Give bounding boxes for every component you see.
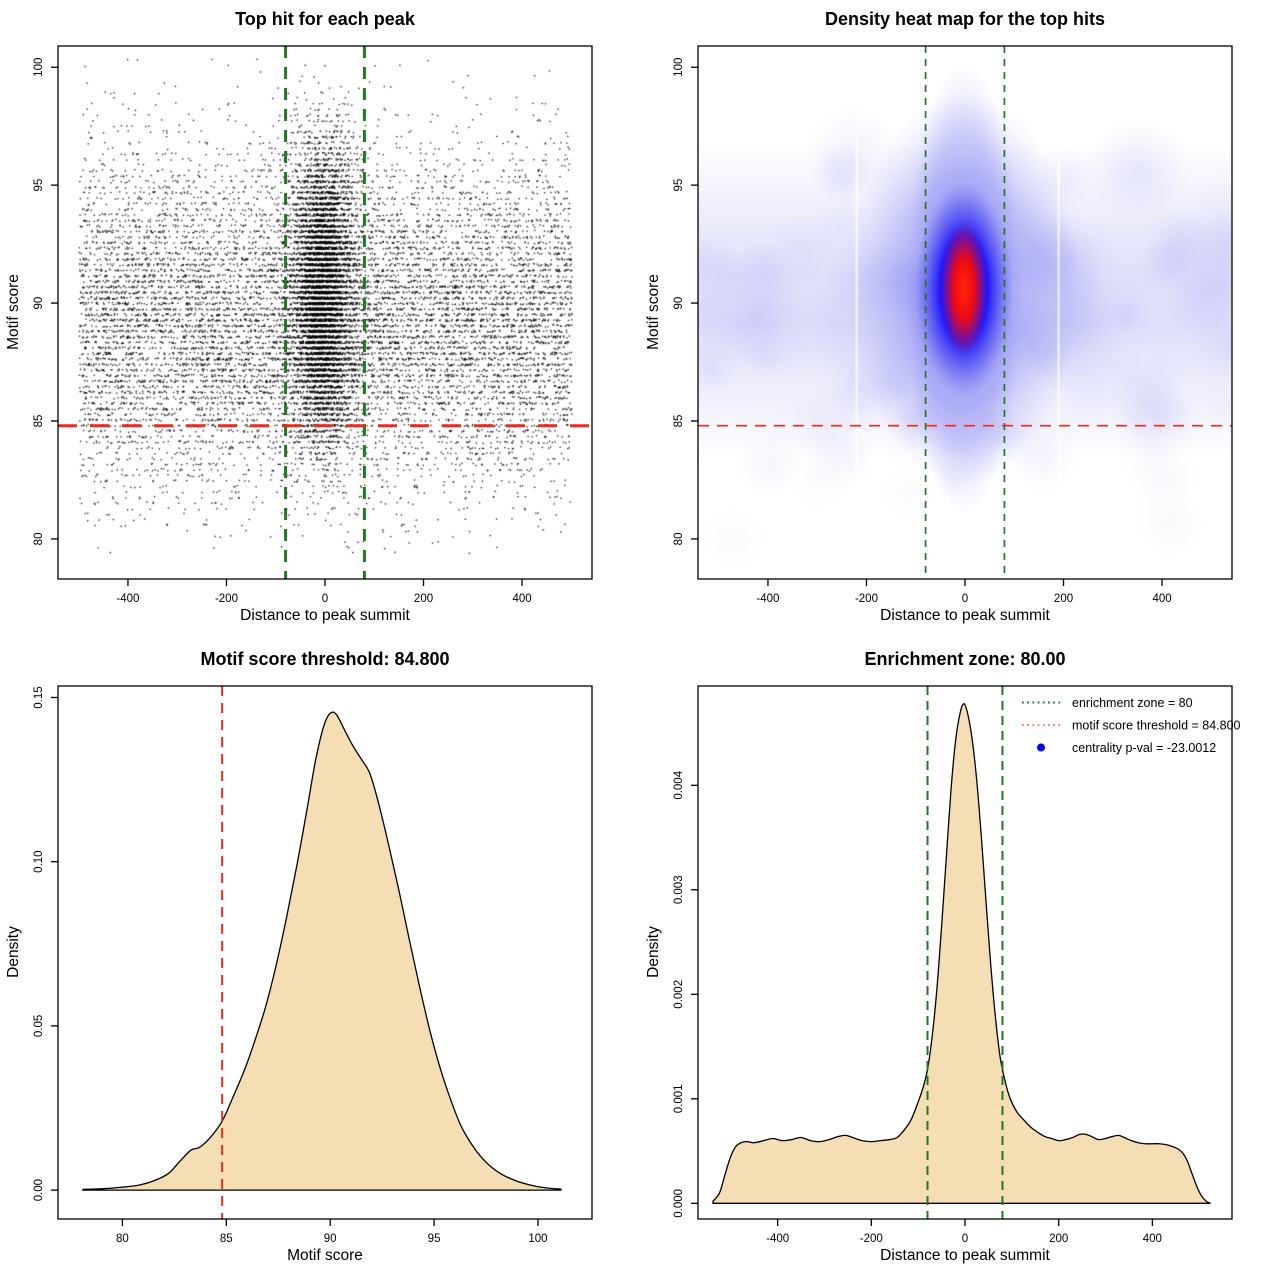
x-axis-label: Distance to peak summit [880,1247,1050,1264]
y-axis-label: Motif score [645,274,662,350]
x-tick-label: 0 [322,593,328,605]
x-tick-label: 80 [116,1233,129,1245]
y-tick-label: 100 [33,58,45,77]
panel-distance-density: enrichment zone = 80 motif score threshol… [640,640,1280,1280]
x-tick-label: 400 [1143,1233,1162,1245]
legend-item-label: motif score threshold = 84.800 [1072,719,1241,733]
x-axis-label: Motif score [287,1247,363,1264]
x-tick-label: 200 [414,593,433,605]
x-tick-label: 100 [528,1233,547,1245]
density-curve [82,711,562,1191]
y-tick-label: 90 [33,297,45,310]
x-tick-label: 200 [1054,593,1073,605]
y-axis-label: Motif score [5,274,22,350]
density-curve [712,703,1211,1204]
x-tick-label: 400 [1152,593,1171,605]
plot-box [697,45,1233,580]
y-tick-label: 100 [673,58,685,77]
chart-title: Density heat map for the top hits [824,9,1106,29]
legend-item-label: centrality p-val = -23.0012 [1072,741,1216,755]
heatmap-canvas [640,0,1280,640]
y-tick-label: 0.003 [673,875,685,904]
scatter-canvas [0,0,640,640]
panel-density-heatmap: -400 -200 0 200 400 80 85 90 95 100 Density heat … [640,0,1280,640]
y-tick-label: 80 [33,533,45,546]
plot-box [57,45,593,580]
x-tick-label: -400 [116,593,139,605]
scatter-overlay: -400 -200 0 200 400 80 85 90 95 100 [33,45,593,605]
y-tick-label: 0.00 [33,1179,45,1201]
y-tick-label: 95 [33,179,45,192]
x-tick-label: 200 [1049,1233,1068,1245]
x-axis-label: Distance to peak summit [240,607,410,624]
x-tick-label: -400 [756,593,779,605]
x-tick-label: -400 [766,1233,789,1245]
y-tick-label: 95 [673,179,685,192]
legend-item-label: enrichment zone = 80 [1072,696,1193,710]
x-tick-label: 400 [512,593,531,605]
y-tick-label: 0.000 [673,1189,685,1218]
y-tick-label: 80 [673,533,685,546]
y-tick-label: 90 [673,297,685,310]
x-tick-label: -200 [855,593,878,605]
chart-title: Top hit for each peak [235,9,415,29]
y-tick-label: 0.10 [33,851,45,873]
y-tick-label: 85 [673,415,685,428]
panel-score-density: 80 85 90 95 100 0.00 0.05 0.10 0.15 Motif score … [0,640,640,1280]
y-tick-label: 0.15 [33,686,45,708]
legend: enrichment zone = 80 motif score threshol… [1022,696,1241,755]
y-tick-label: 0.002 [673,980,685,1009]
score-density-overlay: 80 85 90 95 100 0.00 0.05 0.10 0.15 [33,685,593,1245]
x-tick-label: -200 [215,593,238,605]
x-tick-label: -200 [860,1233,883,1245]
panel-top-hits-scatter: -400 -200 0 200 400 80 85 90 95 100 Top hit for e… [0,0,640,640]
distance-density-overlay: enrichment zone = 80 motif score threshol… [673,685,1241,1245]
y-tick-label: 0.001 [673,1084,685,1113]
y-axis-label: Density [645,926,662,978]
x-axis-label: Distance to peak summit [880,607,1050,624]
y-tick-label: 0.004 [673,770,685,799]
chart-title: Enrichment zone: 80.00 [864,649,1066,669]
legend-marker-dot [1037,743,1045,752]
heatmap-overlay: -400 -200 0 200 400 80 85 90 95 100 [673,45,1233,605]
y-tick-label: 85 [33,415,45,428]
x-tick-label: 0 [962,593,968,605]
x-tick-label: 95 [428,1233,441,1245]
chart-title: Motif score threshold: 84.800 [200,649,450,669]
x-tick-label: 90 [324,1233,337,1245]
x-tick-label: 0 [962,1233,968,1245]
y-tick-label: 0.05 [33,1015,45,1037]
plot-box [57,685,593,1220]
x-tick-label: 85 [220,1233,233,1245]
y-axis-label: Density [5,926,22,978]
